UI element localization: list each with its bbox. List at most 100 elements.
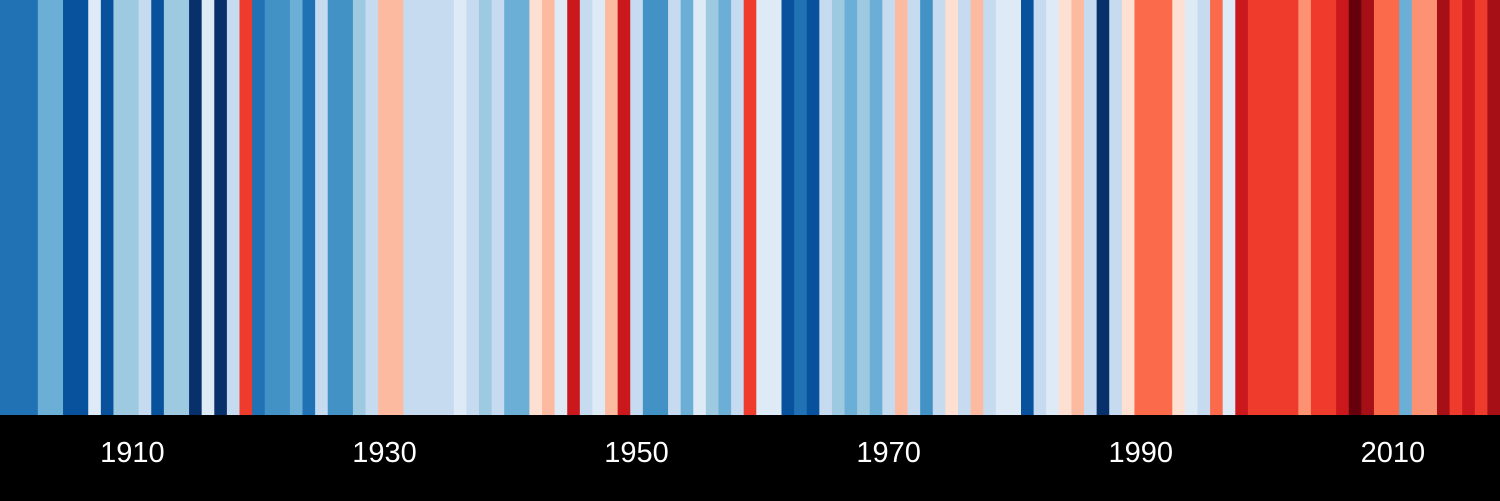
stripe-1934 [428,0,442,415]
stripe-1956 [705,0,720,415]
stripe-1992 [1159,0,1173,415]
stripe-1975 [945,0,959,415]
stripe-1932 [403,0,417,415]
stripe-1901 [12,0,26,415]
stripe-1922 [277,0,291,415]
stripe-2014 [1436,0,1451,415]
stripe-1918 [226,0,241,415]
stripe-1900 [0,0,14,415]
stripe-1929 [365,0,379,415]
stripe-1938 [478,0,493,415]
stripe-1977 [970,0,984,415]
stripe-1959 [743,0,757,415]
stripe-1914 [176,0,190,415]
stripe-1958 [731,0,745,415]
stripe-1986 [1084,0,1098,415]
stripe-1949 [617,0,631,415]
stripe-1944 [554,0,568,415]
stripe-2009 [1373,0,1388,415]
stripe-1965 [819,0,833,415]
stripe-1976 [957,0,972,415]
stripe-2010 [1386,0,1400,415]
stripe-1925 [315,0,329,415]
stripe-1973 [920,0,934,415]
stripe-1972 [907,0,921,415]
stripe-2018 [1487,0,1500,415]
stripe-1982 [1033,0,1047,415]
stripe-1964 [806,0,820,415]
stripe-2016 [1462,0,1476,415]
stripe-1995 [1197,0,1211,415]
stripe-1998 [1235,0,1249,415]
stripe-1999 [1247,0,1262,415]
stripe-1936 [453,0,467,415]
stripe-1974 [932,0,946,415]
stripe-1984 [1058,0,1073,415]
stripe-1946 [579,0,594,415]
stripe-2005 [1323,0,1337,415]
stripe-1950 [630,0,644,415]
stripe-1937 [466,0,480,415]
stripe-2011 [1399,0,1413,415]
stripe-1945 [567,0,581,415]
stripe-1933 [415,0,430,415]
stripe-1962 [781,0,795,415]
stripe-1921 [264,0,278,415]
stripe-1907 [88,0,102,415]
stripe-1943 [542,0,556,415]
stripe-1904 [50,0,64,415]
stripe-1957 [718,0,732,415]
stripe-1985 [1071,0,1085,415]
stripe-1905 [63,0,77,415]
stripe-1916 [201,0,215,415]
stripe-1920 [252,0,266,415]
stripe-2007 [1348,0,1362,415]
stripe-1928 [352,0,367,415]
stripe-1983 [1046,0,1060,415]
stripe-1926 [327,0,341,415]
stripe-2004 [1310,0,1325,415]
stripe-1942 [529,0,543,415]
stripe-1993 [1172,0,1186,415]
stripe-2000 [1260,0,1274,415]
tick-label-2010: 2010 [1361,437,1426,469]
stripe-2015 [1449,0,1463,415]
stripe-1990 [1134,0,1148,415]
stripe-2008 [1361,0,1375,415]
stripe-1980 [1008,0,1022,415]
stripe-1911 [138,0,152,415]
stripe-1913 [163,0,178,415]
stripe-1967 [844,0,858,415]
stripe-1951 [642,0,657,415]
stripe-2012 [1411,0,1425,415]
stripe-1903 [37,0,52,415]
stripe-1939 [491,0,505,415]
stripe-1931 [390,0,404,415]
stripe-1947 [592,0,606,415]
stripe-2003 [1298,0,1312,415]
stripes-group [0,0,1500,415]
stripe-1935 [441,0,455,415]
stripe-1997 [1222,0,1236,415]
stripe-1971 [894,0,909,415]
tick-label-1910: 1910 [100,437,165,469]
stripe-1917 [214,0,228,415]
stripe-1930 [378,0,392,415]
stripe-1969 [869,0,883,415]
tick-label-1930: 1930 [352,437,417,469]
stripe-1902 [25,0,39,415]
stripe-1909 [113,0,127,415]
stripe-1908 [100,0,115,415]
stripe-1927 [340,0,354,415]
stripe-1994 [1184,0,1199,415]
stripe-1988 [1109,0,1123,415]
stripe-2001 [1273,0,1287,415]
stripe-1987 [1096,0,1110,415]
stripe-2013 [1424,0,1438,415]
tick-label-1970: 1970 [856,437,921,469]
stripe-1970 [882,0,896,415]
stripe-1996 [1210,0,1224,415]
tick-label-1990: 1990 [1109,437,1174,469]
stripe-1989 [1121,0,1136,415]
